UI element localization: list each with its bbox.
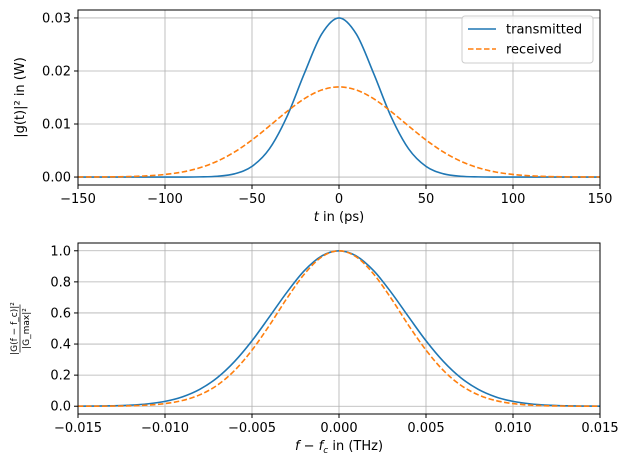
y-tick-label: 0.00 [42,171,71,186]
x-tick-label: 0 [335,192,343,207]
x-tick-label: −50 [238,192,265,207]
x-tick-label: 0.000 [320,421,357,436]
x-tick-label: 0.015 [581,421,618,436]
y-tick-label: 0.4 [50,338,71,353]
y-tick-label: 0.2 [50,369,71,384]
x-label-unit: in (ps) [319,210,364,225]
x-tick-label: −100 [147,192,183,207]
y-tick-label: 0.6 [50,306,71,321]
x-tick-label: −0.005 [228,421,276,436]
x-axis-label: t in (ps) [314,210,364,225]
x-label-subscript: c [323,446,328,456]
legend-label-transmitted: transmitted [506,23,582,38]
legend: transmitted received [461,15,594,64]
bottom-axes-spectrum: −0.015 −0.010 −0.005 0.000 0.005 0.010 0.015 0.… [10,242,619,456]
x-tick-label: −0.015 [54,421,102,436]
legend-label-received: received [506,43,562,58]
y-tick-label: 0.0 [50,400,71,415]
axes-frame [77,9,601,186]
y-label-numerator: |G(f − f_c)|² [10,302,20,355]
y-tick-label: 0.8 [50,275,71,290]
x-tick-label: 50 [418,192,435,207]
x-label-variable: f − f [295,439,326,454]
x-tick-label: −150 [60,192,96,207]
x-tick-label: 100 [501,192,526,207]
transmitted-line [78,17,600,178]
y-tick-label: 1.0 [50,244,71,259]
x-tick-label: 0.005 [407,421,444,436]
received-line [78,86,600,178]
x-axis-label: f − fc in (THz) [295,439,383,456]
x-tick-label: −0.010 [141,421,189,436]
x-label-unit: in (THz) [328,439,383,454]
y-tick-label: 0.01 [42,118,71,133]
y-label-denominator: |G_max|² [22,308,32,349]
axes-frame [77,242,601,415]
y-axis-label: |g(t)|² in (W) [13,57,28,138]
x-tick-label: 0.010 [494,421,531,436]
x-label-variable: t [314,210,320,225]
top-axes-time-domain: −150 −100 −50 0 50 100 150 0.00 0.01 0.02 0.03 t in… [13,9,613,225]
y-tick-label: 0.02 [42,64,71,79]
legend-box [461,15,594,64]
series-1-line [78,249,600,408]
x-tick-label: 150 [588,192,613,207]
y-axis-label: |G(f − f_c)|² |G_max|² [10,302,32,355]
y-tick-label: 0.03 [42,11,71,26]
